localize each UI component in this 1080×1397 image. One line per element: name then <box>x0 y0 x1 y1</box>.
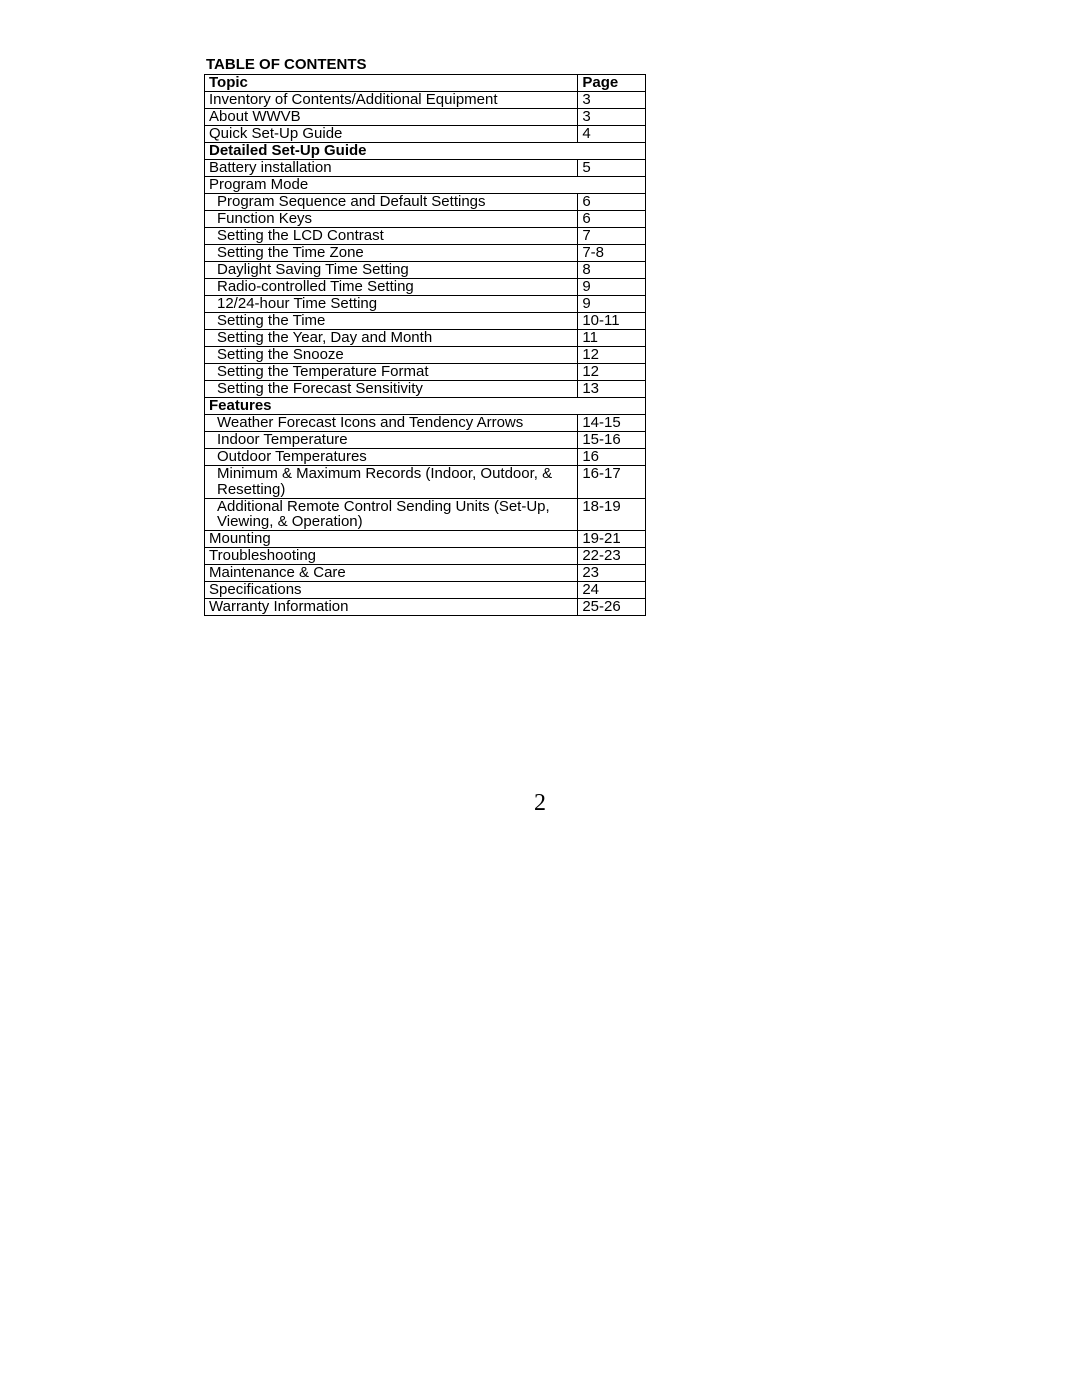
toc-topic: Program Mode <box>205 177 646 194</box>
toc-page: 25-26 <box>578 599 646 616</box>
toc-page: 3 <box>578 109 646 126</box>
toc-topic: Outdoor Temperatures <box>205 449 578 466</box>
toc-topic: Quick Set-Up Guide <box>205 126 578 143</box>
section-heading: Detailed Set-Up Guide <box>205 143 646 160</box>
toc-row: Outdoor Temperatures16 <box>205 449 646 466</box>
toc-topic: Additional Remote Control Sending Units … <box>205 498 578 531</box>
toc-body: Topic Page Inventory of Contents/Additio… <box>205 75 646 616</box>
toc-row: Setting the Time Zone7-8 <box>205 245 646 262</box>
toc-row: Battery installation5 <box>205 160 646 177</box>
toc-topic: Weather Forecast Icons and Tendency Arro… <box>205 415 578 432</box>
toc-topic: 12/24-hour Time Setting <box>205 296 578 313</box>
toc-page: 19-21 <box>578 531 646 548</box>
toc-topic: Maintenance & Care <box>205 565 578 582</box>
toc-page: 11 <box>578 330 646 347</box>
toc-topic: Minimum & Maximum Records (Indoor, Outdo… <box>205 466 578 499</box>
toc-page: 23 <box>578 565 646 582</box>
toc-page: 6 <box>578 211 646 228</box>
toc-row: Setting the Forecast Sensitivity13 <box>205 381 646 398</box>
toc-page: 7-8 <box>578 245 646 262</box>
toc-page: 4 <box>578 126 646 143</box>
toc-topic: About WWVB <box>205 109 578 126</box>
toc-page: 10-11 <box>578 313 646 330</box>
content-block: TABLE OF CONTENTS Topic Page Inventory o… <box>204 56 646 616</box>
toc-page: 6 <box>578 194 646 211</box>
section-heading: Features <box>205 398 646 415</box>
toc-row: Program Sequence and Default Settings6 <box>205 194 646 211</box>
toc-page: 9 <box>578 296 646 313</box>
toc-row: Mounting19-21 <box>205 531 646 548</box>
header-page: Page <box>578 75 646 92</box>
toc-topic: Daylight Saving Time Setting <box>205 262 578 279</box>
toc-topic: Setting the Forecast Sensitivity <box>205 381 578 398</box>
toc-title: TABLE OF CONTENTS <box>204 56 646 73</box>
toc-row: Radio-controlled Time Setting9 <box>205 279 646 296</box>
toc-row: Warranty Information25-26 <box>205 599 646 616</box>
toc-topic: Warranty Information <box>205 599 578 616</box>
toc-page: 5 <box>578 160 646 177</box>
toc-page: 12 <box>578 347 646 364</box>
toc-page: 8 <box>578 262 646 279</box>
toc-row: Setting the Year, Day and Month11 <box>205 330 646 347</box>
toc-topic: Setting the Temperature Format <box>205 364 578 381</box>
toc-page: 22-23 <box>578 548 646 565</box>
toc-topic: Battery installation <box>205 160 578 177</box>
toc-row: Function Keys6 <box>205 211 646 228</box>
toc-row: Inventory of Contents/Additional Equipme… <box>205 92 646 109</box>
toc-page: 13 <box>578 381 646 398</box>
toc-row: Quick Set-Up Guide4 <box>205 126 646 143</box>
toc-row: About WWVB3 <box>205 109 646 126</box>
toc-header-row: Topic Page <box>205 75 646 92</box>
toc-topic: Troubleshooting <box>205 548 578 565</box>
toc-row: Indoor Temperature15-16 <box>205 432 646 449</box>
toc-topic: Setting the Snooze <box>205 347 578 364</box>
toc-page: 12 <box>578 364 646 381</box>
toc-topic: Setting the LCD Contrast <box>205 228 578 245</box>
toc-row: Detailed Set-Up Guide <box>205 143 646 160</box>
toc-row: Setting the Temperature Format12 <box>205 364 646 381</box>
toc-row: Daylight Saving Time Setting8 <box>205 262 646 279</box>
toc-page: 3 <box>578 92 646 109</box>
toc-page: 16 <box>578 449 646 466</box>
toc-page: 16-17 <box>578 466 646 499</box>
toc-row: Specifications24 <box>205 582 646 599</box>
page-number: 2 <box>0 790 1080 817</box>
toc-page: 18-19 <box>578 498 646 531</box>
toc-row: Setting the Time10-11 <box>205 313 646 330</box>
header-topic: Topic <box>205 75 578 92</box>
toc-page: 7 <box>578 228 646 245</box>
toc-topic: Radio-controlled Time Setting <box>205 279 578 296</box>
toc-table: Topic Page Inventory of Contents/Additio… <box>204 74 646 616</box>
toc-page: 14-15 <box>578 415 646 432</box>
toc-row: Additional Remote Control Sending Units … <box>205 498 646 531</box>
toc-row: Maintenance & Care23 <box>205 565 646 582</box>
toc-topic: Specifications <box>205 582 578 599</box>
toc-page: 15-16 <box>578 432 646 449</box>
toc-topic: Mounting <box>205 531 578 548</box>
toc-row: Features <box>205 398 646 415</box>
toc-row: Program Mode <box>205 177 646 194</box>
toc-topic: Setting the Time Zone <box>205 245 578 262</box>
toc-topic: Setting the Time <box>205 313 578 330</box>
toc-topic: Indoor Temperature <box>205 432 578 449</box>
toc-row: Setting the Snooze12 <box>205 347 646 364</box>
toc-topic: Setting the Year, Day and Month <box>205 330 578 347</box>
toc-row: Setting the LCD Contrast7 <box>205 228 646 245</box>
toc-row: 12/24-hour Time Setting9 <box>205 296 646 313</box>
toc-topic: Function Keys <box>205 211 578 228</box>
toc-topic: Inventory of Contents/Additional Equipme… <box>205 92 578 109</box>
toc-page: 9 <box>578 279 646 296</box>
document-page: TABLE OF CONTENTS Topic Page Inventory o… <box>0 0 1080 1397</box>
toc-row: Minimum & Maximum Records (Indoor, Outdo… <box>205 466 646 499</box>
toc-topic: Program Sequence and Default Settings <box>205 194 578 211</box>
toc-page: 24 <box>578 582 646 599</box>
toc-row: Weather Forecast Icons and Tendency Arro… <box>205 415 646 432</box>
toc-row: Troubleshooting22-23 <box>205 548 646 565</box>
